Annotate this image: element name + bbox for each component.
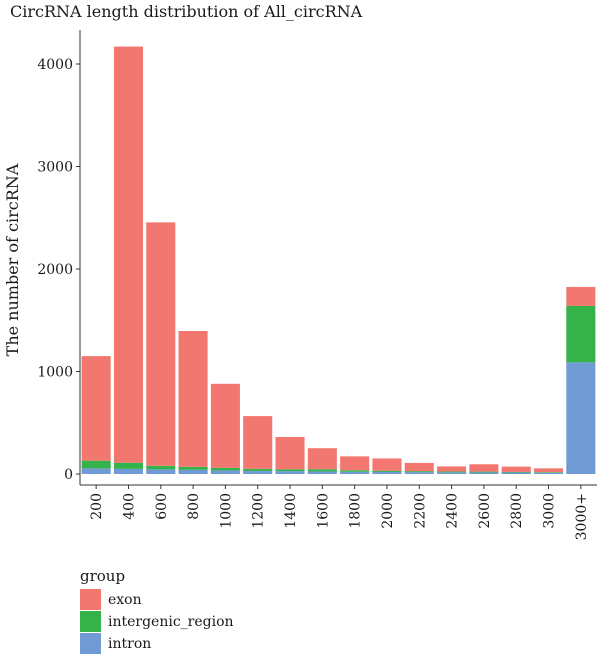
bar-segment-intergenic-region-2000 (372, 470, 402, 472)
y-axis-title: The number of circRNA (3, 163, 22, 356)
bar-segment-intron-200 (81, 468, 111, 474)
legend-label-exon: exon (108, 592, 142, 608)
bar-segment-exon-1000 (210, 383, 240, 468)
bar-segment-intergenic-region-2200 (404, 471, 434, 473)
legend-key-intergenic-region (80, 611, 101, 632)
y-tick-label: 4000 (37, 57, 73, 73)
bar-segment-intergenic-region-1000 (210, 467, 240, 471)
bar-segment-intron-800 (178, 469, 208, 474)
bar-segment-intron-3000 (533, 472, 564, 474)
y-tick-label: 3000 (37, 160, 73, 176)
bar-segment-intergenic-region-3000 (533, 472, 564, 473)
x-axis: 200 400 600 800 1000 1200 1400 1600 1800 2000 2200… (80, 484, 597, 540)
bars-layer (81, 46, 596, 475)
bar-segment-exon-2200 (404, 462, 434, 472)
bar-segment-intergenic-region-800 (178, 466, 208, 470)
bar-segment-intron-600 (146, 469, 176, 474)
x-tick-label: 1800 (348, 493, 364, 529)
bar-segment-intron-2000 (372, 471, 402, 474)
bar-segment-intergenic-region-2800 (501, 471, 531, 473)
bar-segment-exon-2000 (372, 458, 402, 471)
bar-segment-intron-2600 (469, 472, 499, 474)
bar-segment-exon-1600 (307, 448, 337, 470)
x-tick-label: 2800 (509, 493, 525, 529)
y-tick-label: 0 (64, 467, 73, 483)
bar-segment-intron-1000 (210, 470, 240, 474)
x-tick-label: 2000 (380, 493, 396, 529)
legend-key-exon (80, 589, 101, 610)
x-tick-label: 600 (154, 493, 170, 520)
bar-segment-intron-3000plus (566, 362, 596, 474)
bar-segment-intergenic-region-1600 (307, 469, 337, 472)
x-tick-label: 800 (186, 493, 202, 520)
bar-segment-exon-400 (113, 46, 144, 463)
bar-segment-intergenic-region-3000plus (566, 305, 596, 363)
x-tick-label: 1200 (251, 493, 267, 529)
bar-segment-intergenic-region-600 (146, 465, 176, 470)
bar-segment-intron-1400 (275, 471, 305, 474)
x-tick-label: 3000 (542, 493, 558, 529)
legend-title: group (80, 567, 125, 585)
bar-segment-intergenic-region-1200 (243, 468, 273, 471)
bar-segment-intron-2200 (404, 472, 434, 474)
chart-title: CircRNA length distribution of All_circR… (10, 2, 363, 21)
x-tick-label: 400 (121, 493, 137, 520)
x-tick-label: 1600 (315, 493, 331, 529)
x-tick-label: 3000+ (574, 493, 590, 540)
x-tick-label: 1000 (218, 493, 234, 529)
x-tick-label: 1400 (283, 493, 299, 529)
legend-key-intron (80, 633, 101, 654)
y-tick-label: 1000 (37, 365, 73, 381)
bar-segment-exon-200 (81, 356, 111, 461)
y-axis: 0 1000 2000 3000 4000 (37, 30, 81, 485)
x-tick-label: 2200 (412, 493, 428, 529)
bar-segment-intergenic-region-2600 (469, 471, 499, 473)
bar-segment-exon-3000plus (566, 286, 596, 306)
bar-segment-intron-1200 (243, 470, 273, 474)
x-tick-label: 200 (89, 493, 105, 520)
bar-segment-intergenic-region-2400 (437, 471, 467, 473)
bar-segment-exon-3000 (533, 468, 564, 473)
bar-segment-exon-1400 (275, 437, 305, 470)
bar-segment-intron-2400 (437, 472, 467, 474)
legend-label-intron: intron (108, 636, 151, 652)
bar-segment-intron-1600 (307, 471, 337, 474)
bar-segment-exon-2600 (469, 464, 499, 472)
bar-segment-intron-400 (113, 468, 144, 475)
bar-segment-exon-2800 (501, 466, 531, 472)
bar-segment-exon-600 (146, 222, 176, 466)
bar-segment-intergenic-region-200 (81, 460, 111, 469)
bar-segment-exon-1800 (340, 456, 370, 471)
bar-segment-exon-800 (178, 331, 208, 467)
x-tick-label: 2400 (445, 493, 461, 529)
y-tick-label: 2000 (37, 262, 73, 278)
bar-segment-intron-1800 (340, 471, 370, 474)
bar-segment-exon-2400 (437, 466, 467, 472)
bar-segment-exon-1200 (243, 416, 273, 469)
bar-segment-intron-2800 (501, 472, 531, 474)
bar-segment-intergenic-region-400 (113, 462, 144, 469)
bar-segment-intergenic-region-1800 (340, 470, 370, 472)
legend-label-intergenic-region: intergenic_region (108, 614, 234, 630)
bar-segment-intergenic-region-1400 (275, 469, 305, 472)
x-tick-label: 2600 (477, 493, 493, 529)
